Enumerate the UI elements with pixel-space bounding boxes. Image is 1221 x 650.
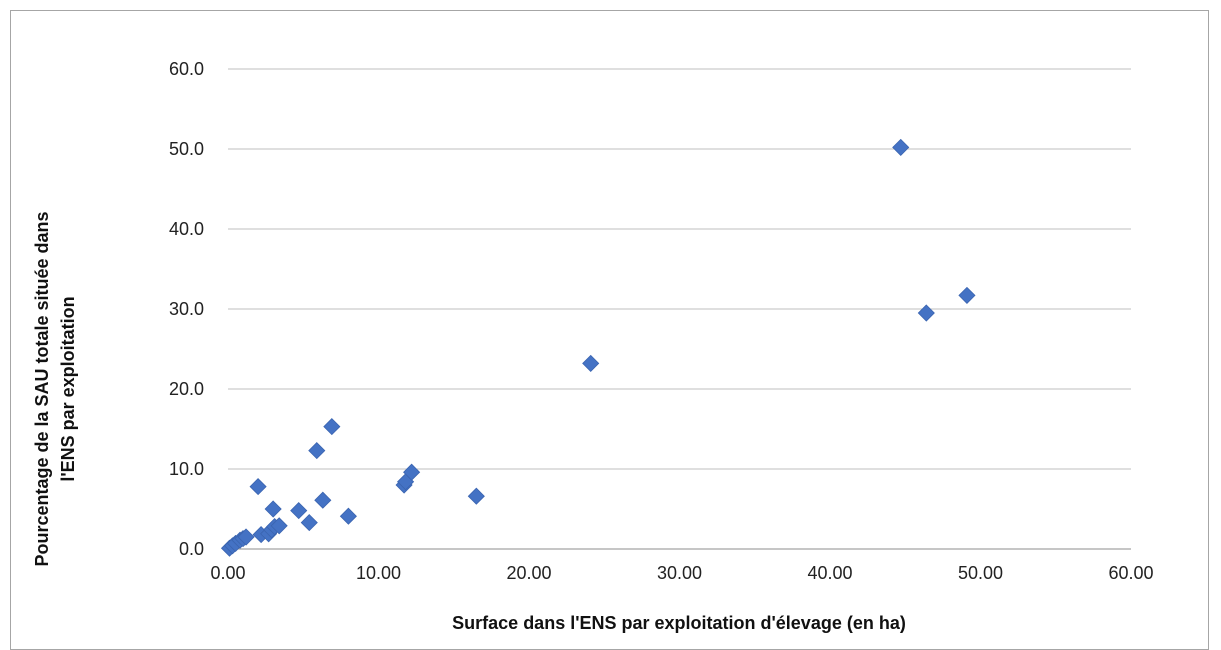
y-tick-labels: 0.0 10.0 20.0 30.0 40.0 50.0 60.0 bbox=[169, 59, 204, 559]
x-tick-label: 60.00 bbox=[1108, 563, 1153, 583]
y-tick-label: 0.0 bbox=[179, 539, 204, 559]
data-point bbox=[339, 507, 357, 525]
y-tick-label: 20.0 bbox=[169, 379, 204, 399]
data-point bbox=[249, 478, 267, 496]
y-tick-label: 30.0 bbox=[169, 299, 204, 319]
data-point bbox=[582, 354, 600, 372]
data-point bbox=[403, 463, 421, 481]
data-point bbox=[917, 304, 935, 322]
y-axis-title-line-2: l'ENS par exploitation bbox=[58, 296, 78, 481]
data-point bbox=[300, 514, 318, 532]
y-tick-label: 10.0 bbox=[169, 459, 204, 479]
data-point bbox=[290, 502, 308, 520]
x-tick-label: 50.00 bbox=[958, 563, 1003, 583]
chart-frame bbox=[10, 10, 1209, 650]
gridlines bbox=[228, 68, 1131, 550]
x-tick-label: 0.00 bbox=[210, 563, 245, 583]
x-tick-label: 10.00 bbox=[356, 563, 401, 583]
data-point bbox=[314, 491, 332, 509]
data-point bbox=[264, 500, 282, 518]
y-tick-label: 60.0 bbox=[169, 59, 204, 79]
data-point bbox=[237, 528, 255, 546]
x-tick-labels: 0.00 10.00 20.00 30.00 40.00 50.00 60.00 bbox=[210, 563, 1153, 583]
data-point bbox=[323, 418, 341, 436]
data-point bbox=[958, 286, 976, 304]
data-point bbox=[467, 487, 485, 505]
y-tick-label: 40.0 bbox=[169, 219, 204, 239]
x-tick-label: 40.00 bbox=[807, 563, 852, 583]
x-tick-label: 20.00 bbox=[506, 563, 551, 583]
y-tick-label: 50.0 bbox=[169, 139, 204, 159]
y-axis-title-line-1: Pourcentage de la SAU totale située dans bbox=[32, 211, 52, 566]
x-axis-title: Surface dans l'ENS par exploitation d'él… bbox=[452, 613, 906, 633]
x-tick-label: 30.00 bbox=[657, 563, 702, 583]
data-point bbox=[270, 517, 288, 535]
data-point bbox=[308, 442, 326, 460]
data-points bbox=[220, 138, 976, 557]
data-point bbox=[892, 138, 910, 156]
